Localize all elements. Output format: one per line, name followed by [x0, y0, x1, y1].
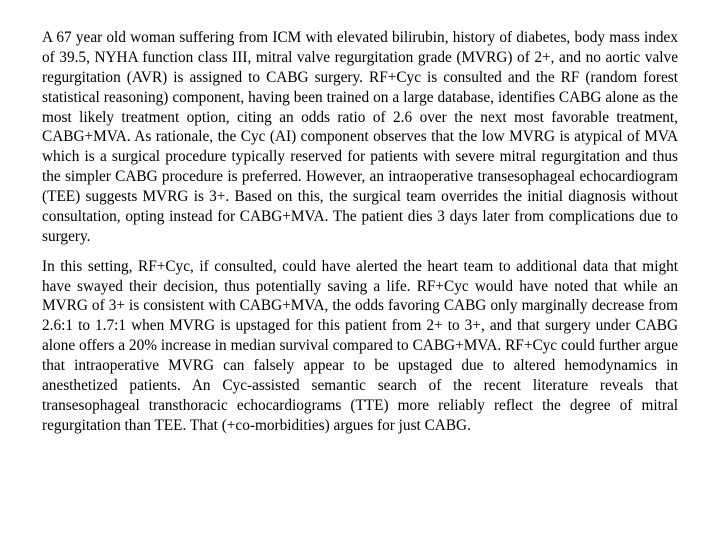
paragraph-1: A 67 year old woman suffering from ICM w…: [42, 28, 678, 247]
paragraph-2: In this setting, RF+Cyc, if consulted, c…: [42, 257, 678, 436]
document-page: A 67 year old woman suffering from ICM w…: [0, 0, 720, 540]
